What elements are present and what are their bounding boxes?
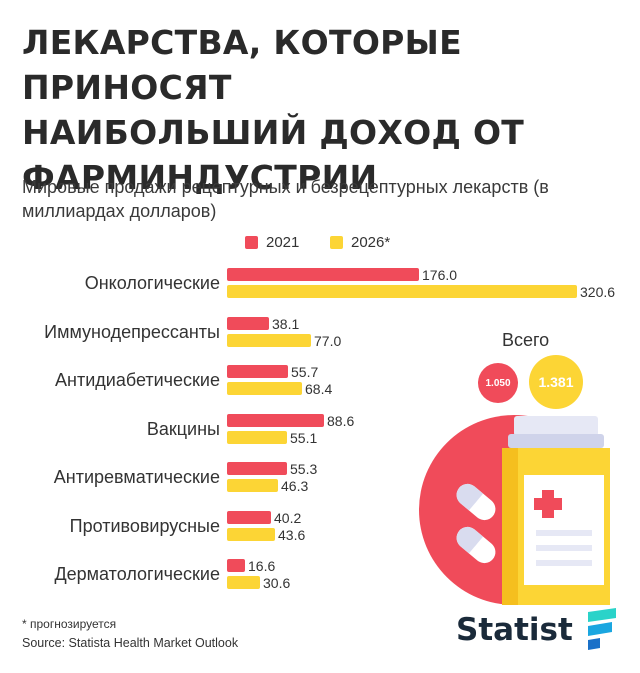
chart-title: ЛЕКАРСТВА, КОТОРЫЕ ПРИНОСЯТ НАИБОЛЬШИЙ Д…: [22, 23, 525, 197]
data-label: 40.2: [274, 509, 302, 526]
statista-logo-icon: [588, 608, 616, 650]
legend-label-2026: 2026*: [351, 234, 391, 251]
legend-item-2021: 2021: [245, 234, 299, 251]
category-label: Иммунодепрессанты: [44, 321, 220, 342]
total-2026-value: 1.381: [538, 374, 574, 390]
total-2026-circle: 1.381: [529, 355, 583, 409]
data-label: 30.6: [263, 575, 291, 591]
data-label: 46.3: [281, 478, 309, 494]
total-2021-circle: 1.050: [478, 363, 518, 403]
data-label: 16.6: [248, 558, 276, 574]
legend-swatch-2021: [245, 236, 258, 249]
category-label: Антиревматические: [53, 467, 220, 487]
data-label: 55.1: [290, 429, 318, 446]
category-label: Антидиабетические: [55, 370, 220, 390]
category-label: Онкологические: [84, 273, 220, 293]
data-label: 68.4: [305, 381, 333, 397]
data-label: 55.7: [291, 364, 319, 380]
legend-label-2021: 2021: [266, 234, 300, 251]
chart-subtitle: Мировые продажи рецептурных и безрецепту…: [22, 177, 549, 221]
category-label: Дерматологические: [54, 564, 220, 584]
source: Source: Statista Health Market Outlook: [22, 636, 239, 650]
data-label: 77.0: [314, 332, 342, 349]
data-label: 43.6: [278, 526, 306, 543]
data-label: 320.6: [580, 284, 616, 300]
bar-2026: [227, 430, 287, 444]
bar-2026: [227, 382, 302, 395]
bar-2021: [227, 413, 324, 427]
data-label: 55.3: [290, 461, 318, 477]
bar-2026: [227, 479, 278, 492]
medicine-bottle-icon: [419, 415, 610, 605]
category-label: Вакцины: [146, 418, 220, 439]
bar-2026: [227, 576, 260, 589]
bar-2021: [227, 462, 287, 475]
totals-label: Всего: [502, 330, 550, 350]
bar-2026: [227, 333, 311, 347]
bar-2021: [227, 559, 245, 572]
footnote: * прогнозируется: [22, 617, 117, 631]
data-label: 88.6: [327, 412, 355, 429]
legend-item-2026: 2026*: [330, 234, 390, 251]
category-label: Противовирусные: [69, 515, 220, 536]
bar-2021: [227, 316, 269, 330]
statista-logo-text: Statist: [456, 612, 573, 648]
data-label: 176.0: [422, 267, 458, 283]
bar-2026: [227, 527, 275, 541]
bar-2021: [227, 268, 419, 281]
bar-2021: [227, 365, 288, 378]
data-label: 38.1: [272, 315, 300, 332]
bar-2026: [227, 285, 577, 298]
bar-2021: [227, 510, 271, 524]
legend-swatch-2026: [330, 236, 343, 249]
total-2021-value: 1.050: [485, 377, 511, 389]
